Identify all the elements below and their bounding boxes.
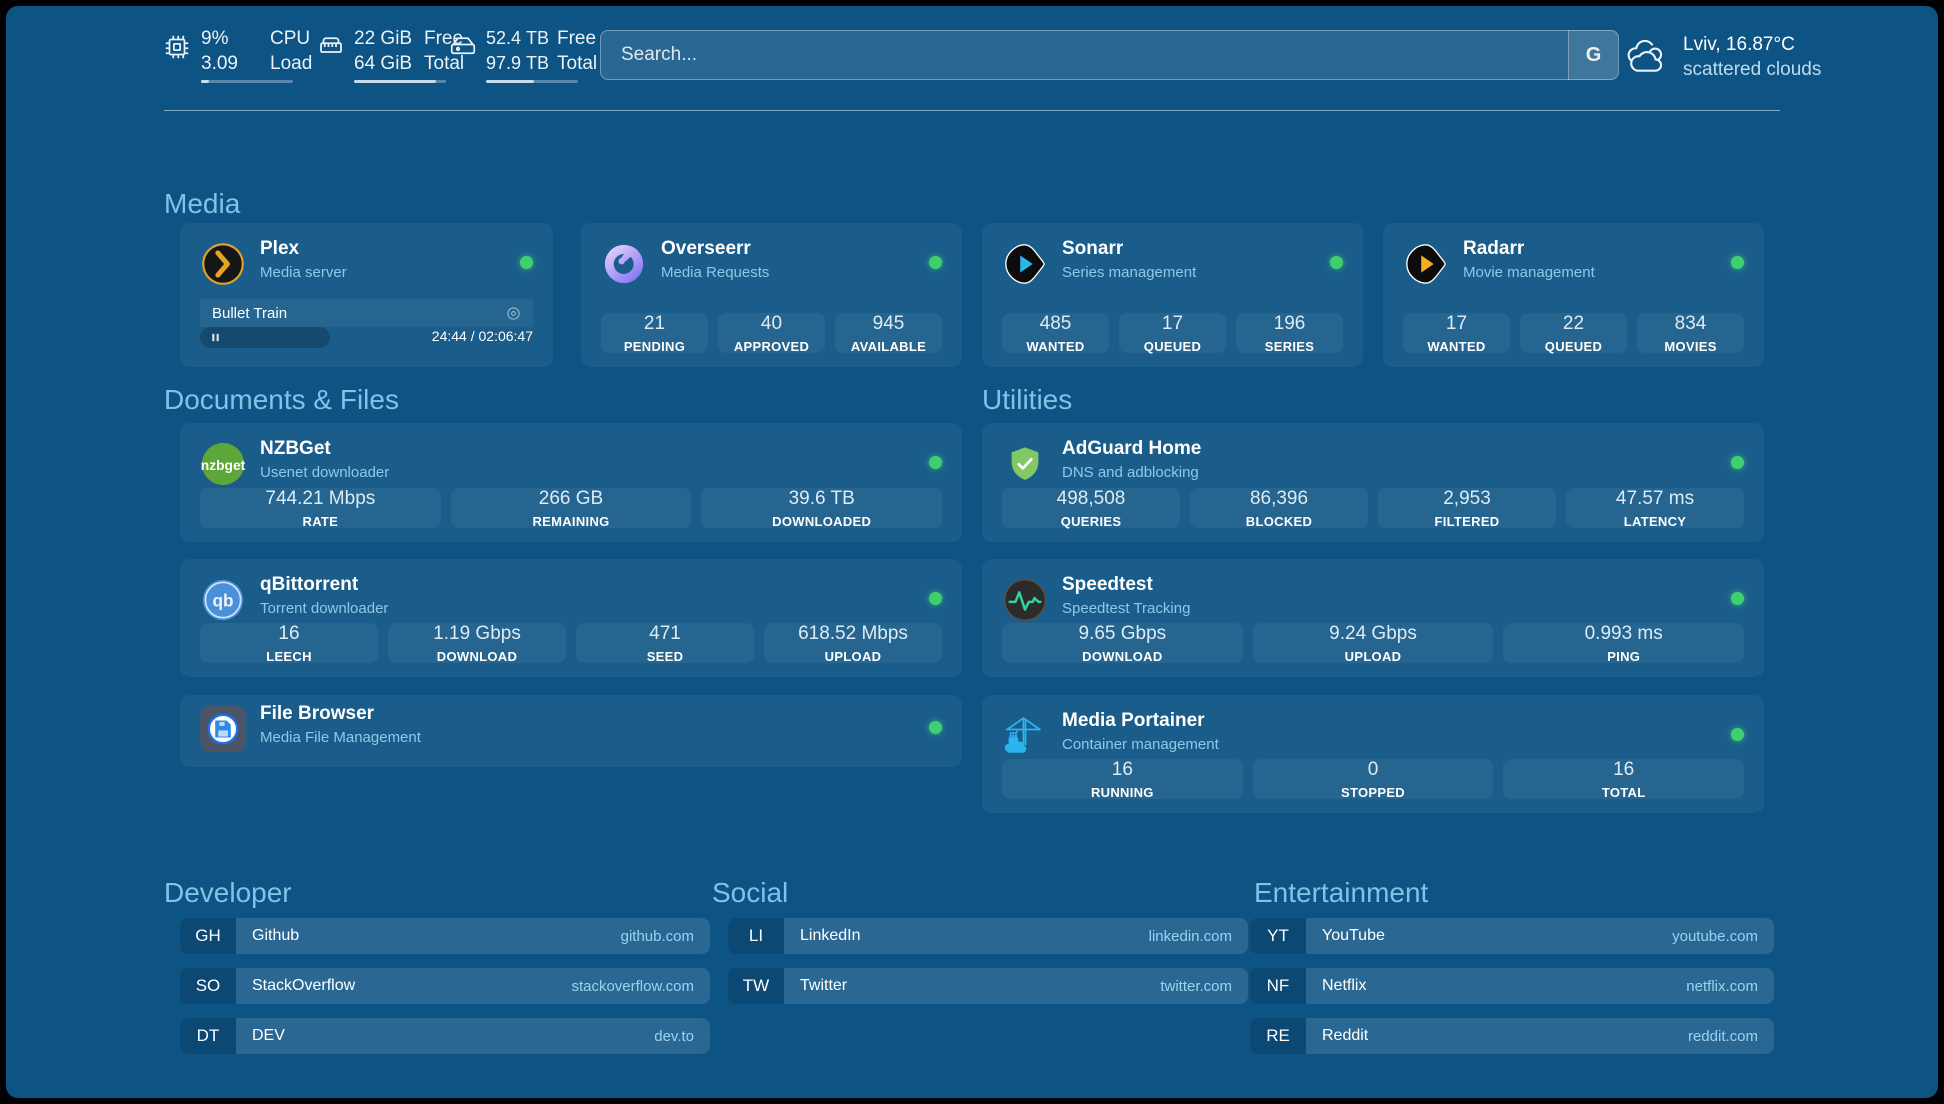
svg-text:qb: qb	[212, 591, 233, 611]
svg-text:nzbget: nzbget	[201, 458, 246, 473]
